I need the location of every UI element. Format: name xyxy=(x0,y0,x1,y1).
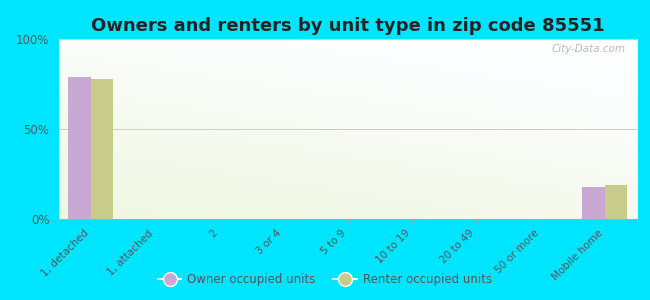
Title: Owners and renters by unit type in zip code 85551: Owners and renters by unit type in zip c… xyxy=(91,17,604,35)
Bar xyxy=(605,185,627,219)
Bar xyxy=(90,79,113,219)
Bar xyxy=(582,187,605,219)
Legend: Owner occupied units, Renter occupied units: Owner occupied units, Renter occupied un… xyxy=(153,269,497,291)
Bar xyxy=(68,77,90,219)
Text: City-Data.com: City-Data.com xyxy=(551,44,625,54)
